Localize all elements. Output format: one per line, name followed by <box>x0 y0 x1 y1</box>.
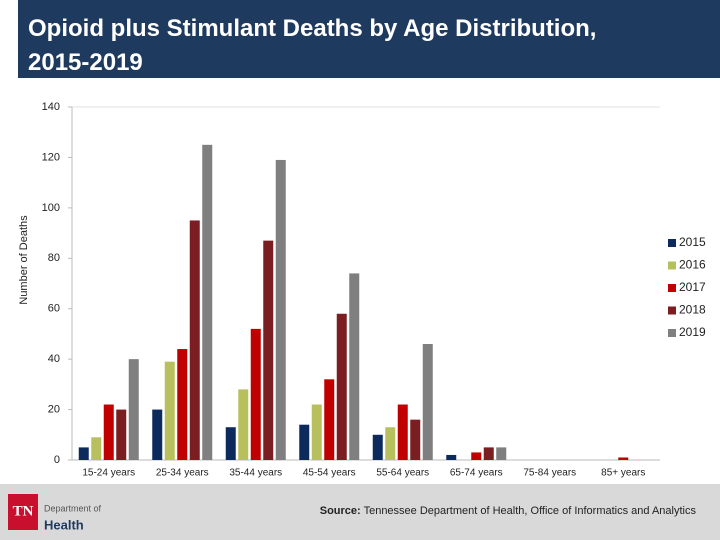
y-tick-label: 40 <box>48 353 60 365</box>
x-tick-label: 75-84 years <box>523 468 576 479</box>
bar <box>116 409 127 460</box>
legend-swatch <box>668 261 676 270</box>
logo-mark: TN <box>13 503 34 519</box>
legend-label: 2019 <box>679 325 706 339</box>
legend-label: 2017 <box>679 280 706 294</box>
logo-line: Department of <box>44 503 102 513</box>
logo-line: Health <box>44 517 84 532</box>
bar <box>103 404 114 460</box>
bar <box>385 427 396 460</box>
bar <box>422 344 433 460</box>
legend-label: 2015 <box>679 235 706 249</box>
x-tick-label: 35-44 years <box>229 468 282 479</box>
source-text: Tennessee Department of Health, Office o… <box>364 505 697 517</box>
y-tick-label: 80 <box>48 252 60 264</box>
y-axis-label: Number of Deaths <box>18 215 30 305</box>
x-tick-label: 85+ years <box>601 468 645 479</box>
source-label: Source: <box>320 505 361 517</box>
y-tick-label: 120 <box>42 151 60 163</box>
y-tick-label: 60 <box>48 303 60 315</box>
bar <box>225 427 236 460</box>
x-tick-label: 55-64 years <box>376 468 429 479</box>
bar <box>78 447 89 460</box>
legend-label: 2016 <box>679 258 706 272</box>
bar <box>471 452 482 460</box>
legend-swatch <box>668 239 676 247</box>
logo-box <box>8 494 38 530</box>
bar <box>250 328 261 460</box>
y-tick-label: 0 <box>54 454 60 466</box>
x-tick-label: 45-54 years <box>303 468 356 479</box>
bar <box>275 159 286 460</box>
x-tick-label: 65-74 years <box>450 468 503 479</box>
y-tick-label: 140 <box>42 101 60 113</box>
bar <box>128 359 139 460</box>
legend-label: 2018 <box>679 303 706 317</box>
x-tick-label: 25-34 years <box>156 468 209 479</box>
footer-band <box>0 484 720 540</box>
chart-title: Opioid plus Stimulant Deaths by Age Dist… <box>28 15 596 76</box>
bar <box>324 379 335 460</box>
bar <box>238 389 249 460</box>
bar <box>397 404 408 460</box>
bar <box>349 273 360 460</box>
source: Source: Tennessee Department of Health, … <box>320 505 697 517</box>
bar <box>496 447 507 460</box>
bar <box>618 457 629 460</box>
bar <box>336 313 347 460</box>
legend-swatch <box>668 329 676 337</box>
bar <box>164 361 175 460</box>
bar <box>152 409 163 460</box>
x-tick-label: 15-24 years <box>82 468 135 479</box>
bar <box>311 404 322 460</box>
bar <box>177 349 188 460</box>
bar <box>483 447 494 460</box>
legend-swatch <box>668 284 676 292</box>
bar <box>372 434 383 460</box>
title-banner <box>18 0 720 78</box>
bar <box>263 240 274 460</box>
bar <box>299 424 310 460</box>
bar <box>410 419 421 460</box>
bar <box>189 220 200 460</box>
bar <box>202 144 213 461</box>
bar <box>91 437 102 460</box>
y-tick-label: 20 <box>48 403 60 415</box>
bar <box>446 454 457 460</box>
y-tick-label: 100 <box>42 202 60 214</box>
legend-swatch <box>668 306 676 315</box>
